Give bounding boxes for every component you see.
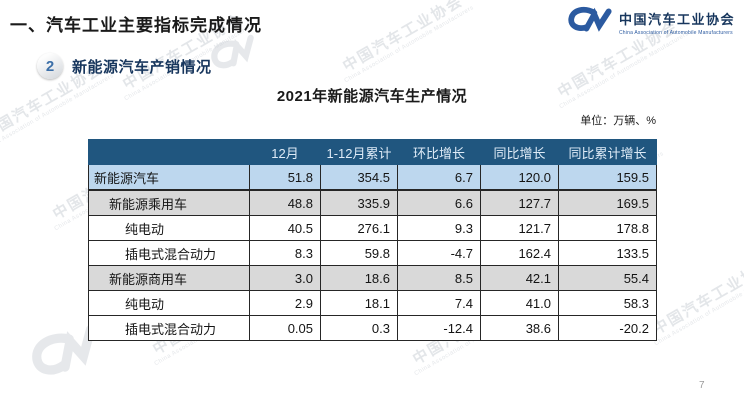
cell-value: 55.4 xyxy=(558,265,657,291)
cell-value: 121.7 xyxy=(480,215,559,241)
cell-value: 0.05 xyxy=(249,315,321,341)
cell-value: 18.1 xyxy=(320,290,398,316)
cell-value: -12.4 xyxy=(397,315,481,341)
cell-value: 9.3 xyxy=(397,215,481,241)
page-number: 7 xyxy=(699,380,705,391)
column-header: 1-12月累计 xyxy=(320,139,398,165)
cell-value: 40.5 xyxy=(249,215,321,241)
cell-value: 48.8 xyxy=(249,189,321,216)
cell-value: 133.5 xyxy=(558,240,657,266)
column-header xyxy=(88,139,250,165)
cell-value: 18.6 xyxy=(320,265,398,291)
cell-value: 276.1 xyxy=(320,215,398,241)
cell-value: 51.8 xyxy=(249,164,321,191)
column-header: 环比增长 xyxy=(397,139,481,165)
table-row: 纯电动 2.9 18.1 7.4 41.0 58.3 xyxy=(88,290,657,316)
logo-name-cn: 中国汽车工业协会 xyxy=(618,12,735,27)
cell-value: 2.9 xyxy=(249,290,321,316)
cell-value: 58.3 xyxy=(558,290,657,316)
production-table: 12月 1-12月累计 环比增长 同比增长 同比累计增长 新能源汽车 51.8 354.5 6… xyxy=(88,139,657,341)
caam-logo-icon xyxy=(568,6,612,32)
page-title: 一、汽车工业主要指标完成情况 xyxy=(10,16,262,35)
cell-value: 42.1 xyxy=(480,265,559,291)
table-header-row: 12月 1-12月累计 环比增长 同比增长 同比累计增长 xyxy=(88,139,657,165)
row-label: 新能源乘用车 xyxy=(88,189,250,216)
column-header: 12月 xyxy=(249,139,321,165)
watermark-logo-icon xyxy=(206,31,264,80)
cell-value: 6.7 xyxy=(397,164,481,191)
cell-value: 169.5 xyxy=(558,189,657,216)
cell-value: 6.6 xyxy=(397,189,481,216)
table-row: 新能源商用车 3.0 18.6 8.5 42.1 55.4 xyxy=(88,265,657,291)
cell-value: 0.3 xyxy=(320,315,398,341)
cell-value: 127.7 xyxy=(480,189,559,216)
cell-value: 120.0 xyxy=(480,164,559,191)
row-label: 纯电动 xyxy=(88,290,250,316)
table-title: 2021年新能源汽车生产情况 xyxy=(276,88,468,105)
cell-value: 38.6 xyxy=(480,315,559,341)
table-head: 12月 1-12月累计 环比增长 同比增长 同比累计增长 xyxy=(88,139,657,165)
unit-label: 单位：万辆、% xyxy=(580,115,656,127)
cell-value: 8.3 xyxy=(249,240,321,266)
section-number-badge: 2 xyxy=(37,53,63,79)
cell-value: 3.0 xyxy=(249,265,321,291)
table-row: 新能源乘用车 48.8 335.9 6.6 127.7 169.5 xyxy=(88,189,657,216)
cell-value: -4.7 xyxy=(397,240,481,266)
column-header: 同比累计增长 xyxy=(558,139,657,165)
row-label: 新能源汽车 xyxy=(88,164,250,191)
section-heading: 2 新能源汽车产销情况 xyxy=(37,53,212,79)
cell-value: 8.5 xyxy=(397,265,481,291)
table-row: 插电式混合动力 0.05 0.3 -12.4 38.6 -20.2 xyxy=(88,315,657,341)
caam-logo: 中国汽车工业协会 China Association of Automobile… xyxy=(567,6,735,36)
logo-name-en: China Association of Automobile Manufact… xyxy=(618,30,733,36)
cell-value: 159.5 xyxy=(558,164,657,191)
cell-value: 178.8 xyxy=(558,215,657,241)
cell-value: 354.5 xyxy=(320,164,398,191)
column-header: 同比增长 xyxy=(480,139,559,165)
section-title: 新能源汽车产销情况 xyxy=(72,58,212,76)
cell-value: 59.8 xyxy=(320,240,398,266)
row-label: 新能源商用车 xyxy=(88,265,250,291)
cell-value: -20.2 xyxy=(558,315,657,341)
row-label: 插电式混合动力 xyxy=(88,240,250,266)
row-label: 插电式混合动力 xyxy=(88,315,250,341)
table-row: 插电式混合动力 8.3 59.8 -4.7 162.4 133.5 xyxy=(88,240,657,266)
cell-value: 7.4 xyxy=(397,290,481,316)
table-row: 纯电动 40.5 276.1 9.3 121.7 178.8 xyxy=(88,215,657,241)
table-row: 新能源汽车 51.8 354.5 6.7 120.0 159.5 xyxy=(88,164,657,191)
cell-value: 162.4 xyxy=(480,240,559,266)
cell-value: 41.0 xyxy=(480,290,559,316)
table-body: 新能源汽车 51.8 354.5 6.7 120.0 159.5 新能源乘用车 48.8 335… xyxy=(88,164,657,341)
row-label: 纯电动 xyxy=(88,215,250,241)
production-table-wrap: 12月 1-12月累计 环比增长 同比增长 同比累计增长 新能源汽车 51.8 354.5 6… xyxy=(88,139,657,341)
cell-value: 335.9 xyxy=(320,189,398,216)
